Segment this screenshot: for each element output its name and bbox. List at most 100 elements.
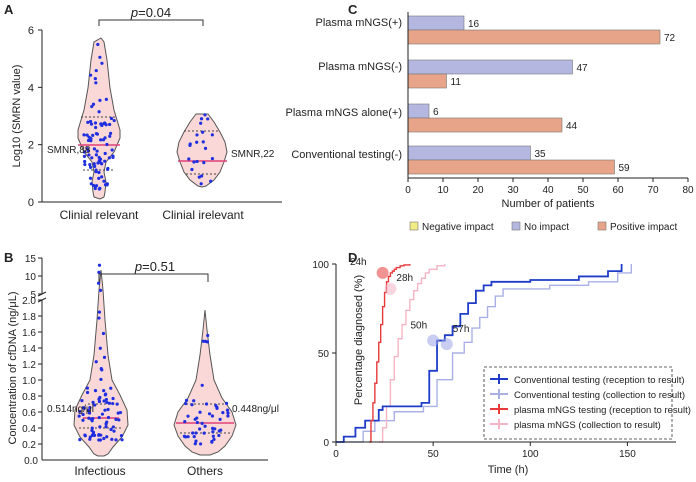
c-bar-no-impact (407, 145, 531, 161)
a-point (98, 186, 102, 190)
a-point (99, 138, 103, 142)
b-point (109, 386, 113, 390)
a-annot-smnr88: SMNR,88 (47, 145, 91, 156)
a-data-points (82, 42, 215, 191)
b-point (198, 427, 202, 431)
c-category-label: Plasma mNGS alone(+) (286, 107, 402, 119)
b-ytick-label: 1.4 (22, 344, 36, 355)
d-legend-label: plasma mNGS testing (reception to result… (514, 405, 691, 416)
b-point (106, 407, 110, 412)
b-point (186, 414, 190, 418)
d-xtick-label: 100 (522, 449, 539, 460)
a-point (93, 76, 97, 81)
b-point (105, 400, 109, 405)
b-point (97, 415, 101, 420)
a-point (93, 121, 98, 125)
a-point (210, 156, 215, 161)
panel-a-label: A (4, 2, 14, 17)
b-point (100, 368, 104, 372)
b-point (97, 316, 101, 320)
a-point (99, 122, 103, 126)
b-point (195, 416, 199, 420)
c-xtick-label: 10 (437, 185, 449, 196)
a-point (90, 104, 94, 109)
b-p-label: p (134, 259, 142, 274)
a-point (94, 81, 98, 85)
c-value-label: 11 (451, 77, 462, 88)
d-series-line-1 (336, 264, 633, 443)
a-point (108, 134, 112, 138)
c-bar-positive-impact (407, 29, 661, 45)
d-annotation: 28h (396, 273, 413, 284)
a-point (92, 147, 97, 151)
b-ytick-label: 0.2 (22, 440, 36, 451)
b-point (198, 410, 202, 414)
b-point (97, 397, 101, 401)
b-point (86, 408, 91, 412)
panel-b: Concentration of cfDNA (ng/μL) 0.0 0.2 0.4… (7, 254, 279, 478)
a-point (88, 73, 93, 77)
b-point (194, 439, 198, 443)
c-xtick-label: 40 (542, 185, 554, 196)
d-legend-box (483, 366, 673, 440)
b-p-value-text: =0.51 (142, 259, 175, 274)
b-ytick-label: 2.0 (22, 296, 36, 307)
a-point (83, 162, 87, 167)
a-point (88, 176, 93, 180)
b-point (97, 270, 101, 274)
c-xtick-label: 80 (682, 185, 694, 196)
b-ytick-label: 5 (30, 290, 36, 301)
c-value-label: 35 (535, 149, 547, 160)
a-point (103, 159, 107, 163)
b-point (98, 346, 102, 350)
d-legend: Conventional testing (reception to resul… (483, 366, 691, 440)
b-ytick-label: 1.2 (22, 360, 36, 371)
b-point (200, 383, 204, 387)
a-point (110, 148, 114, 152)
b-point (190, 403, 194, 407)
b-point (97, 263, 102, 267)
a-point (206, 117, 210, 121)
d-series-line-0 (336, 264, 623, 443)
a-point (89, 136, 93, 141)
a-point (94, 132, 99, 136)
b-point (112, 429, 116, 433)
b-point (195, 420, 199, 425)
a-category-irrelevant: Clinial irelevant (162, 208, 244, 222)
b-point (120, 438, 124, 442)
b-point (111, 396, 115, 401)
b-point (192, 399, 196, 403)
a-point (83, 159, 87, 164)
b-point (82, 406, 86, 410)
b-point (212, 437, 216, 441)
a-point (201, 140, 205, 144)
b-point (110, 437, 114, 441)
b-point (183, 419, 187, 424)
b-point (80, 399, 84, 403)
c-bar-positive-impact (407, 117, 563, 133)
b-point (210, 426, 215, 430)
b-point (85, 386, 89, 390)
a-point (92, 162, 96, 166)
a-point (98, 98, 102, 102)
b-point (97, 399, 102, 404)
a-point (93, 164, 97, 169)
b-pvalue: p=0.51 (134, 259, 175, 274)
a-point (94, 184, 99, 188)
b-point (115, 402, 119, 406)
d-annotation: 57h (453, 324, 470, 335)
a-point (199, 121, 203, 125)
a-point (203, 146, 208, 150)
b-point (104, 392, 108, 396)
b-data-points (77, 263, 230, 446)
c-value-label: 16 (468, 19, 480, 30)
b-point (81, 418, 85, 422)
d-median-marker (440, 338, 453, 351)
d-xtick-label: 0 (333, 449, 339, 460)
a-point (88, 165, 93, 169)
b-ytick-label: 0.4 (22, 424, 36, 435)
b-point (107, 401, 112, 405)
b-point (114, 438, 118, 442)
a-point (202, 161, 206, 165)
